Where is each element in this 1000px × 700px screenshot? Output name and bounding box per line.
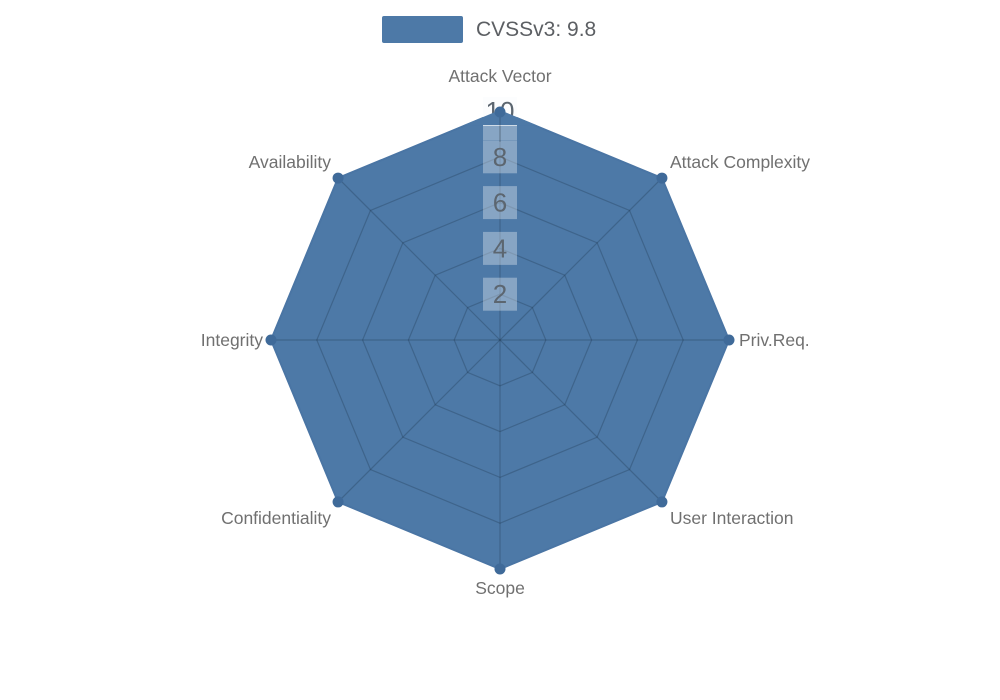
data-point-1[interactable] [656, 172, 668, 184]
axis-label-user-interaction: User Interaction [670, 508, 794, 528]
data-point-4[interactable] [494, 563, 506, 575]
radar-series-fill [271, 111, 729, 569]
data-point-0-top[interactable] [494, 106, 506, 118]
tick-box [483, 231, 517, 265]
axis-label-attack-vector: Attack Vector [448, 66, 551, 86]
axis-label-integrity: Integrity [201, 330, 263, 350]
axis-spoke [499, 177, 663, 341]
radar-apex-overlay [463, 110, 537, 126]
data-point-2[interactable] [723, 334, 735, 346]
axis-label-attack-complexity: Attack Complexity [670, 152, 810, 172]
data-point-7[interactable] [332, 172, 344, 184]
tick-label: 6 [493, 188, 507, 218]
data-point-6[interactable] [265, 334, 277, 346]
axis-label-confidentiality: Confidentiality [221, 508, 331, 528]
legend-swatch[interactable] [382, 16, 463, 43]
data-point-3[interactable] [656, 496, 668, 508]
axis-label-scope: Scope [475, 578, 525, 598]
legend-item-cvssv3[interactable]: CVSSv3: 9.8 [382, 16, 596, 43]
tick-label: 8 [493, 142, 507, 172]
tick-box [483, 277, 517, 311]
tick-box [483, 140, 517, 174]
grid-ring [407, 247, 593, 433]
tick-box-max-lower [483, 125, 517, 140]
grid-ring [453, 293, 547, 387]
data-point-5[interactable] [332, 496, 344, 508]
legend-label[interactable]: CVSSv3: 9.8 [476, 17, 597, 41]
axis-spoke [337, 177, 501, 341]
legend: CVSSv3: 9.8 [382, 16, 596, 43]
tick-label: 4 [493, 233, 507, 263]
axis-label-availability: Availability [249, 152, 332, 172]
axis-spoke [499, 339, 663, 503]
axis-spoke [337, 339, 501, 503]
grid-ring [316, 156, 684, 524]
axis-label-priv-req: Priv.Req. [739, 330, 810, 350]
tick-box [483, 186, 517, 220]
grid-ring [361, 201, 639, 479]
tick-label: 2 [493, 279, 507, 309]
